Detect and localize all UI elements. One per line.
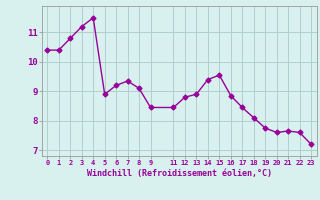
X-axis label: Windchill (Refroidissement éolien,°C): Windchill (Refroidissement éolien,°C) (87, 169, 272, 178)
